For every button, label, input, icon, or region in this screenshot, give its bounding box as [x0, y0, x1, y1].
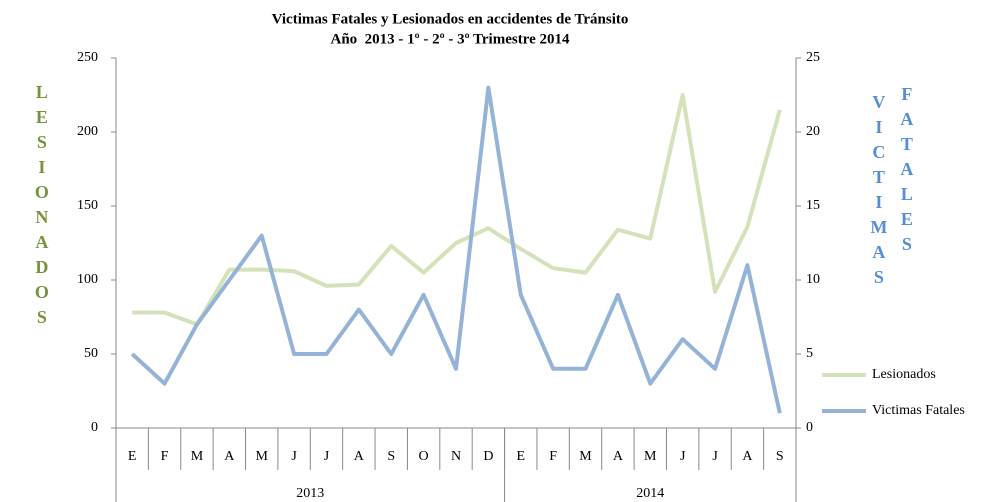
y-tick-label: 50 — [84, 346, 98, 361]
chart-title: Victimas Fatales y Lesionados en acciden… — [272, 11, 629, 27]
x-tick-label: D — [483, 449, 493, 464]
y2-tick-label: 5 — [806, 346, 813, 361]
y2-axis-label: FATALES — [897, 84, 917, 259]
y2-tick-label: 25 — [806, 50, 820, 65]
y-axis-label: LESIONADOS — [32, 82, 52, 332]
y-tick-label: 150 — [77, 198, 98, 213]
legend-label: Lesionados — [872, 367, 936, 382]
x-tick-label: E — [128, 449, 137, 464]
y2-tick-label: 10 — [806, 272, 820, 287]
x-tick-label: J — [680, 449, 686, 464]
x-tick-label: A — [354, 449, 365, 464]
x-group-label: 2014 — [636, 486, 664, 501]
y-tick-label: 250 — [77, 50, 98, 65]
y2-tick-label: 0 — [806, 420, 813, 435]
x-tick-label: N — [451, 449, 461, 464]
x-tick-label: J — [324, 449, 330, 464]
x-tick-label: F — [161, 449, 169, 464]
series-line — [132, 93, 782, 327]
x-tick-label: A — [613, 449, 624, 464]
y2-axis-label: VICTIMAS — [869, 92, 889, 292]
x-tick-label: M — [191, 449, 204, 464]
x-tick-label: S — [387, 449, 395, 464]
x-tick-label: O — [419, 449, 429, 464]
chart-subtitle: Año 2013 - 1º - 2º - 3º Trimestre 2014 — [331, 31, 570, 47]
y2-tick-label: 15 — [806, 198, 820, 213]
series-line — [130, 85, 782, 414]
y-tick-label: 0 — [91, 420, 98, 435]
x-tick-label: M — [579, 449, 592, 464]
y-tick-label: 200 — [77, 124, 98, 139]
x-tick-label: J — [712, 449, 718, 464]
x-tick-label: M — [255, 449, 268, 464]
x-tick-label: E — [516, 449, 525, 464]
x-tick-label: M — [644, 449, 657, 464]
y2-tick-label: 20 — [806, 124, 820, 139]
x-tick-label: J — [291, 449, 297, 464]
x-tick-label: A — [742, 449, 753, 464]
x-group-label: 2013 — [296, 486, 324, 501]
x-tick-label: F — [549, 449, 557, 464]
legend-label: Victimas Fatales — [872, 403, 965, 418]
y-tick-label: 100 — [77, 272, 98, 287]
x-tick-label: A — [224, 449, 235, 464]
x-tick-label: S — [776, 449, 784, 464]
